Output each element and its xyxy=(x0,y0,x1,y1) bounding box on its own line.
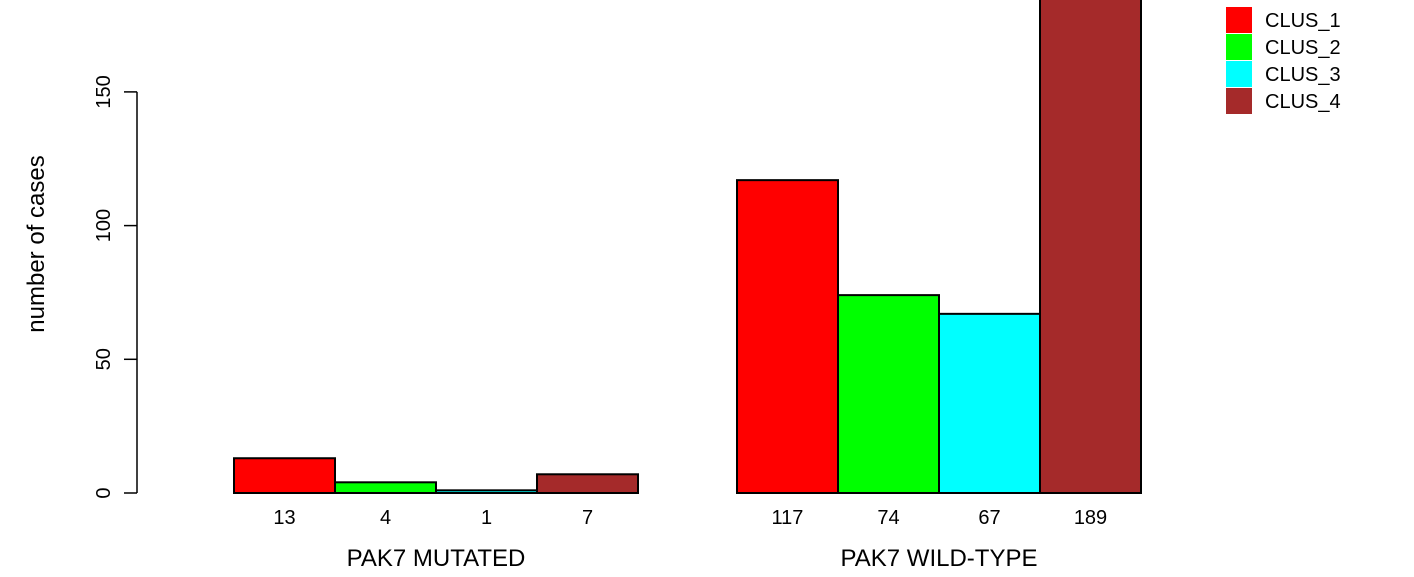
legend-swatch xyxy=(1226,61,1252,87)
bars xyxy=(233,0,1142,495)
group-labels: PAK7 MUTATED PAK7 WILD-TYPE xyxy=(347,545,1038,572)
y-tick-label: 100 xyxy=(93,209,115,242)
group-label: PAK7 WILD-TYPE xyxy=(841,545,1038,572)
legend-label: CLUS_4 xyxy=(1265,91,1341,113)
count-label: 67 xyxy=(978,507,1000,529)
count-label: 7 xyxy=(582,507,593,529)
y-tick-label: 0 xyxy=(93,487,115,498)
legend: CLUS_1 CLUS_2 CLUS_3 CLUS_4 xyxy=(1226,7,1341,114)
bar-clus-1 xyxy=(233,457,336,495)
legend-label: CLUS_1 xyxy=(1265,10,1341,32)
y-tick-label: 50 xyxy=(93,348,115,370)
count-label: 13 xyxy=(273,507,295,529)
count-label: 117 xyxy=(772,507,804,529)
bar-clus-2 xyxy=(837,294,940,494)
y-axis: 0 50 100 150 xyxy=(93,75,138,499)
count-label: 1 xyxy=(481,507,492,529)
legend-swatch xyxy=(1226,7,1252,33)
group-label: PAK7 MUTATED xyxy=(347,545,526,572)
legend-swatch xyxy=(1226,34,1252,60)
legend-label: CLUS_3 xyxy=(1265,64,1341,86)
y-axis-title: number of cases xyxy=(23,155,50,332)
bar-clus-2 xyxy=(334,481,437,494)
bar-clus-4 xyxy=(536,473,639,495)
bar-clus-4 xyxy=(1039,0,1142,494)
count-label: 74 xyxy=(877,507,899,529)
bar-clus-1 xyxy=(736,179,839,494)
count-labels: 13 4 1 7 117 74 67 189 xyxy=(273,507,1107,529)
count-label: 4 xyxy=(380,507,391,529)
legend-label: CLUS_2 xyxy=(1265,37,1341,59)
bar-clus-3 xyxy=(938,312,1041,495)
bar-clus-3 xyxy=(435,489,538,494)
y-tick-label: 150 xyxy=(93,75,115,108)
count-label: 189 xyxy=(1074,507,1107,529)
legend-swatch xyxy=(1226,88,1252,114)
